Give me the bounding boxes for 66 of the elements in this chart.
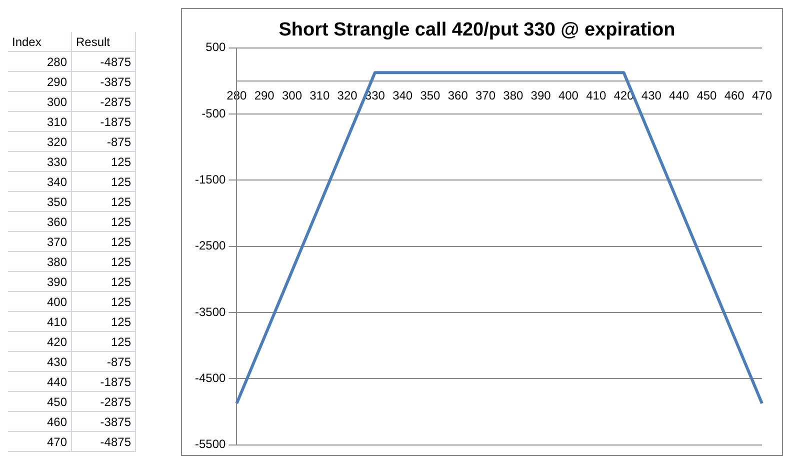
x-tick-label: 380	[503, 88, 524, 102]
y-tick-label: -3500	[194, 304, 226, 319]
data-label: -3875	[72, 72, 136, 92]
y-tick-label: 440	[8, 372, 72, 392]
x-tick-label: 310	[310, 88, 330, 102]
y-tick-label: -2500	[194, 238, 226, 253]
data-label: 125	[72, 332, 136, 352]
x-tick-label: 430	[641, 88, 662, 102]
y-tick-label: 370	[8, 232, 72, 252]
y-tick-label: 420	[8, 332, 72, 352]
x-tick-label: 440	[669, 88, 690, 102]
y-tick-label: 310	[8, 112, 72, 132]
data-label: 125	[72, 232, 136, 252]
x-tick-label: 340	[392, 88, 413, 102]
chart-title: Short Strangle call 420/put 330 @ expiration	[278, 20, 676, 41]
data-label: -1875	[72, 112, 136, 132]
data-label: -2875	[72, 92, 136, 112]
y-tick-label: 390	[8, 272, 72, 292]
data-label: 125	[72, 252, 136, 272]
y-tick-label: 340	[8, 172, 72, 192]
data-label: 125	[72, 172, 136, 192]
y-tick-label: 320	[8, 132, 72, 152]
y-axis-title: Index	[8, 32, 72, 52]
x-tick-label: 460	[724, 88, 745, 102]
x-tick-label: 390	[530, 88, 552, 102]
data-label: 125	[72, 312, 136, 332]
y-tick-label: 460	[8, 412, 72, 432]
y-tick-label: 500	[206, 40, 226, 54]
x-tick-label: Result	[72, 32, 136, 52]
x-tick-label: 290	[254, 88, 275, 102]
data-label: -2875	[72, 392, 136, 412]
x-tick-label: 400	[558, 88, 579, 102]
x-tick-label: 450	[696, 88, 718, 102]
data-label: 125	[72, 292, 136, 312]
x-tick-label: 370	[476, 88, 496, 102]
y-tick-label: 330	[8, 152, 72, 172]
x-tick-label: 360	[448, 88, 468, 102]
data-label: 125	[72, 212, 136, 232]
y-tick-label: 280	[8, 52, 72, 72]
data-label: 125	[72, 192, 136, 212]
y-tick-label: 380	[8, 252, 72, 272]
y-tick-label: 360	[8, 212, 72, 232]
y-tick-label: 350	[8, 192, 72, 212]
data-label: -1875	[72, 372, 136, 392]
x-tick-label: 350	[420, 88, 441, 102]
x-tick-label: 300	[282, 88, 302, 102]
y-tick-label: 470	[8, 432, 72, 452]
y-tick-label: 450	[8, 392, 72, 412]
data-label: 125	[72, 272, 136, 292]
x-tick-label: 320	[337, 88, 358, 102]
data-label: -4875	[72, 432, 136, 452]
data-label: 125	[72, 152, 136, 172]
y-tick-label: -500	[202, 106, 226, 120]
y-tick-label: 400	[8, 292, 72, 312]
data-label: -4875	[72, 52, 136, 72]
data-label: -875	[72, 132, 136, 152]
x-tick-label: 280	[226, 88, 248, 102]
data-label: -3875	[72, 412, 136, 432]
x-tick-label: 410	[586, 88, 606, 102]
y-tick-label: -4500	[194, 370, 226, 385]
y-tick-label: 410	[8, 312, 72, 332]
y-tick-label: 430	[8, 352, 72, 372]
x-tick-label: 470	[752, 88, 772, 102]
y-tick-label: -5500	[194, 437, 226, 452]
data-label: -875	[72, 352, 136, 372]
y-tick-label: -1500	[194, 172, 226, 186]
